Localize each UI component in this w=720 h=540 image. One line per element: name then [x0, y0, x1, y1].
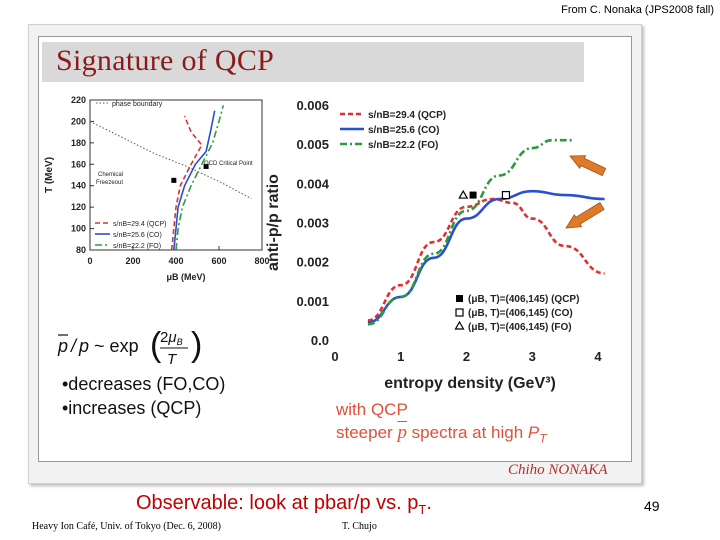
ratio-y-axis-label: anti-p/p ratio	[265, 174, 282, 271]
note-pre: steeper	[336, 423, 393, 442]
bullet-item: •increases (QCP)	[62, 398, 202, 418]
critical-point-marker	[203, 163, 209, 169]
phase-x-axis-label: μB (MeV)	[166, 272, 205, 282]
svg-text:): )	[191, 326, 202, 364]
phase-boundary-label: phase boundary	[112, 101, 163, 108]
phase-y-tick-label: 100	[71, 224, 86, 234]
phase-y-tick-label: 220	[71, 95, 86, 105]
ratio-y-tick-label: 0.005	[296, 137, 329, 152]
ratio-y-tick-label: 0.001	[296, 294, 329, 309]
ratio-y-tick-label: 0.004	[296, 176, 329, 191]
phase-y-tick-label: 180	[71, 138, 86, 148]
ratio-y-tick-label: 0.003	[296, 216, 329, 231]
legend-open-square	[455, 308, 464, 317]
phase-x-tick-label: 600	[211, 256, 226, 266]
freezeout-label: Freezeout	[96, 180, 123, 186]
observable-subscript: T	[418, 502, 427, 517]
ratio-y-tick-label: 0.0	[311, 333, 329, 348]
ratio-y-tick-label: 0.006	[296, 98, 329, 113]
phase-y-tick-label: 160	[71, 159, 86, 169]
marker-open-square	[501, 190, 511, 200]
ratio-x-tick-label: 3	[529, 349, 536, 364]
phase-legend-label: s/nB=29.4 (QCP)	[113, 221, 167, 228]
ratio-x-tick-label: 1	[397, 349, 404, 364]
equation: p / p ~ exp ( 2μB T )	[56, 322, 206, 375]
observable-caption: Observable: look at pbar/p vs. pT.	[136, 492, 432, 517]
arrow-up	[569, 155, 607, 177]
equation-svg: p / p ~ exp ( 2μB T )	[57, 326, 202, 368]
phase-series-solid	[173, 110, 216, 251]
ratio-markers: (μB, T)=(406,145) (QCP) (μB, T)=(406,145)…	[454, 189, 579, 333]
phase-series-lines	[89, 105, 252, 251]
phase-x-tick-label: 200	[125, 256, 140, 266]
phase-y-tick-label: 140	[71, 181, 86, 191]
ratio-legend-label: s/nB=22.2 (FO)	[368, 140, 438, 151]
trend-arrows	[565, 155, 607, 229]
pt-symbol: PT	[527, 423, 547, 446]
ratio-legend: s/nB=29.4 (QCP) s/nB=25.6 (CO) s/nB=22.2 (…	[340, 110, 446, 151]
note-post: spectra at high	[411, 423, 524, 442]
page-number: 49	[644, 498, 660, 514]
phase-y-axis-label: T (MeV)	[44, 157, 55, 193]
source-credit: From C. Nonaka (JPS2008 fall)	[561, 4, 714, 16]
note-line-1: with QCP	[336, 400, 408, 419]
marker-legend-label: (μB, T)=(406,145) (QCP)	[468, 294, 579, 305]
phase-series-dashdot	[175, 105, 225, 251]
freezeout-marker	[171, 177, 177, 183]
observable-end: .	[426, 492, 432, 514]
ratio-x-tick-label: 2	[463, 349, 470, 364]
ratio-x-axis-label: entropy density (GeV³)	[384, 375, 556, 392]
marker-legend-label: (μB, T)=(406,145) (CO)	[468, 308, 573, 319]
author-signature: Chiho NONAKA	[508, 462, 608, 478]
phase-x-tick-label: 400	[168, 256, 183, 266]
phase-series-dashed	[170, 115, 203, 251]
marker-open-triangle	[458, 189, 469, 199]
observable-text: Observable: look at pbar/p vs. p	[136, 492, 419, 514]
pbar-symbol: p	[397, 422, 407, 443]
phase-y-tick-label: 200	[71, 116, 86, 126]
phase-x-tick-label: 800	[254, 256, 269, 266]
bullet-list: •decreases (FO,CO) •increases (QCP)	[62, 372, 225, 420]
arrow-down	[565, 202, 605, 229]
footer-author: T. Chujo	[342, 521, 377, 532]
marker-legend-label: (μB, T)=(406,145) (FO)	[468, 322, 572, 333]
slide-image-inner	[38, 36, 632, 462]
marker-filled-square	[469, 191, 477, 199]
critical-point-label: QCD Critical Point	[204, 161, 253, 167]
chemical-label: Chemical	[98, 172, 123, 178]
arrow-shape	[569, 155, 607, 177]
title-bar	[42, 42, 584, 82]
ratio-y-tick-label: 0.002	[296, 255, 329, 270]
phase-annotations: phase boundary QCD Critical Point Chemical…	[95, 101, 253, 250]
ratio-x-tick-label: 4	[594, 349, 602, 364]
qcp-note: with QCP steeper p spectra at high PT	[336, 398, 547, 450]
svg-text:2μB: 2μB	[160, 329, 183, 347]
phase-y-tick-label: 80	[76, 245, 86, 255]
footer-venue: Heavy Ion Café, Univ. of Tokyo (Dec. 6, …	[32, 521, 221, 532]
bullet-item: •decreases (FO,CO)	[62, 374, 226, 394]
ratio-x-tick-label: 0	[331, 349, 338, 364]
legend-open-triangle	[454, 320, 465, 330]
ratio-series-dashdot	[367, 138, 572, 326]
slide-title: Signature of QCP	[56, 44, 275, 77]
phase-series-dotted	[89, 120, 252, 200]
svg-text:T: T	[167, 351, 178, 368]
phase-y-tick-label: 120	[71, 202, 86, 212]
svg-text:(: (	[150, 326, 162, 364]
phase-legend-label: s/nB=22.2 (FO)	[113, 243, 161, 250]
svg-text:p/p~ exp: p / p ~ exp	[57, 336, 139, 356]
ratio-series-lines	[367, 138, 605, 326]
phase-legend-label: s/nB=25.6 (CO)	[113, 232, 162, 239]
phase-x-tick-label: 0	[87, 256, 92, 266]
ratio-legend-label: s/nB=25.6 (CO)	[368, 125, 439, 136]
ratio-legend-label: s/nB=29.4 (QCP)	[368, 110, 446, 121]
ratio-axes: 0.0 0.001 0.002 0.003 0.004 0.005 0.006 0 1 2 3 4 en…	[265, 98, 602, 392]
arrow-shape	[565, 202, 605, 229]
legend-filled-square	[456, 295, 463, 302]
note-line-2: steeper p spectra at high PT	[336, 421, 547, 450]
